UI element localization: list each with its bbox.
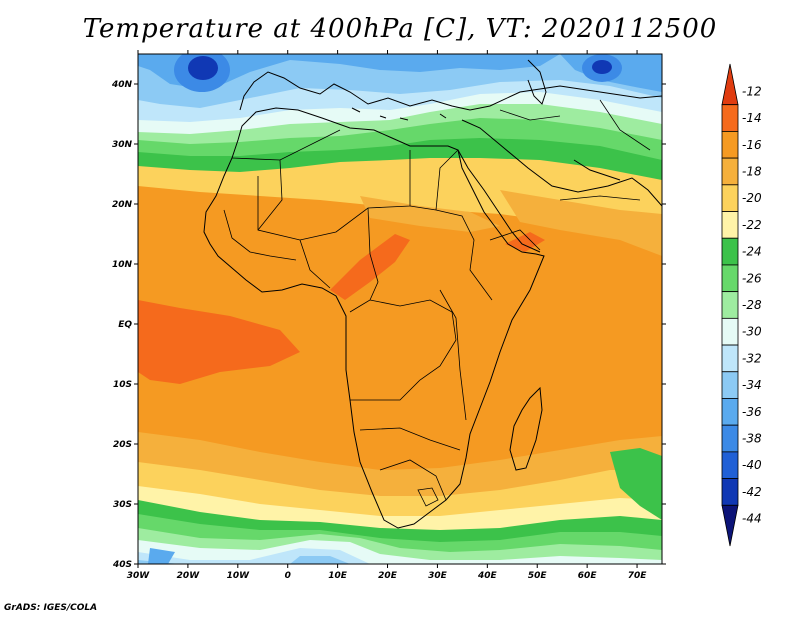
lat-tick-label: 40S — [112, 560, 132, 570]
lon-tick-label: 10W — [227, 571, 251, 581]
colorbar-label: -42 — [742, 485, 762, 499]
temperature-field — [138, 54, 662, 564]
band-minus36-south — [148, 548, 175, 564]
colorbar-label: -34 — [742, 378, 762, 392]
warm-pocket-ne — [505, 232, 545, 252]
colorbar-label: -38 — [742, 432, 762, 446]
colorbar-swatch — [721, 317, 739, 346]
latitude-axis: 40N 30N 20N 10N EQ 10S 20S 30S 40S — [111, 80, 666, 570]
lon-tick-label: 70E — [628, 571, 648, 581]
colorbar-label: -24 — [742, 245, 762, 259]
lon-tick-label: 30W — [127, 571, 151, 581]
longitude-axis: 30W 20W 10W 0 10E 20E 30E 40E 50E 60E 70E — [127, 50, 647, 581]
cool-patch-east — [500, 190, 662, 256]
red-sea-coast — [457, 149, 541, 253]
band-minus34-south — [138, 556, 350, 564]
colorbar-swatch — [721, 157, 739, 186]
lat-tick-label: 30S — [113, 500, 132, 510]
lon-tick-label: 10E — [328, 571, 348, 581]
lat-tick-label: 10S — [113, 380, 132, 390]
colorbar-label: -44 — [742, 512, 762, 526]
colorbar-label: -14 — [742, 111, 762, 125]
colorbar-swatch — [721, 291, 739, 319]
warm-pocket-west — [138, 300, 300, 384]
gulf-coast — [573, 159, 621, 181]
lon-tick-label: 60E — [578, 571, 598, 581]
colorbar-label: -28 — [742, 298, 762, 312]
colorbar-label: -40 — [742, 458, 762, 472]
colorbar-swatch — [721, 398, 739, 426]
cold-core-ne-inner — [592, 60, 612, 74]
grads-credit: GrADS: IGES/COLA — [4, 603, 98, 613]
lon-tick-label: 30E — [428, 571, 448, 581]
band-minus24-se — [610, 448, 662, 520]
colorbar-swatch — [721, 424, 739, 453]
colorbar-swatch — [721, 371, 739, 399]
colorbar: -12 -14 -16 -18 -20 -22 -24 -26 -28 -30 -32 -34 -36 -… — [721, 63, 762, 547]
colorbar-swatch — [721, 478, 739, 506]
africa-coastline — [203, 107, 545, 529]
lat-tick-label: EQ — [118, 320, 132, 330]
lat-tick-label: 20N — [112, 200, 133, 210]
lon-tick-label: 0 — [285, 571, 291, 581]
colorbar-label: -16 — [742, 138, 762, 152]
caspian-coast — [527, 59, 547, 105]
med-islands — [351, 107, 447, 121]
colorbar-swatch — [721, 237, 739, 266]
colorbar-label: -18 — [742, 164, 762, 178]
lat-tick-label: 10N — [112, 260, 133, 270]
colorbar-swatch — [721, 264, 739, 293]
madagascar-coastline — [509, 386, 543, 471]
lat-tick-label: 30N — [112, 140, 133, 150]
lon-tick-label: 20W — [177, 571, 201, 581]
colorbar-swatch — [721, 63, 739, 106]
colorbar-label: -30 — [742, 325, 762, 339]
colorbar-label: -20 — [742, 191, 762, 205]
europe-coast — [239, 71, 662, 111]
band-minus34-north — [138, 54, 662, 108]
colorbar-label: -32 — [742, 351, 762, 365]
lon-tick-label: 40E — [477, 571, 498, 581]
colorbar-label: -12 — [742, 84, 762, 98]
lat-tick-label: 40N — [111, 80, 133, 90]
cool-patch-sahel — [360, 196, 500, 232]
colorbar-swatch — [721, 131, 739, 159]
map-title: Temperature at 400hPa [C], VT: 202011250… — [82, 14, 718, 44]
band-minus36-north — [138, 54, 560, 90]
plot-frame — [137, 53, 663, 565]
lat-tick-label: 20S — [113, 440, 132, 450]
colorbar-swatch — [721, 211, 739, 239]
coastlines — [203, 59, 662, 529]
colorbar-swatch — [721, 104, 739, 132]
lon-tick-label: 20E — [378, 571, 398, 581]
colorbar-label: -22 — [742, 218, 762, 232]
warm-pocket-central — [330, 234, 410, 300]
colorbar-label: -36 — [742, 405, 762, 419]
cold-core-nw-inner — [188, 56, 218, 80]
colorbar-swatch — [721, 184, 739, 212]
colorbar-swatch — [721, 504, 739, 547]
arabia-coastline — [461, 119, 662, 207]
colorbar-swatch — [721, 451, 739, 479]
lon-tick-label: 50E — [528, 571, 548, 581]
country-borders — [223, 99, 651, 507]
colorbar-label: -26 — [742, 271, 762, 285]
colorbar-swatch — [721, 344, 739, 373]
